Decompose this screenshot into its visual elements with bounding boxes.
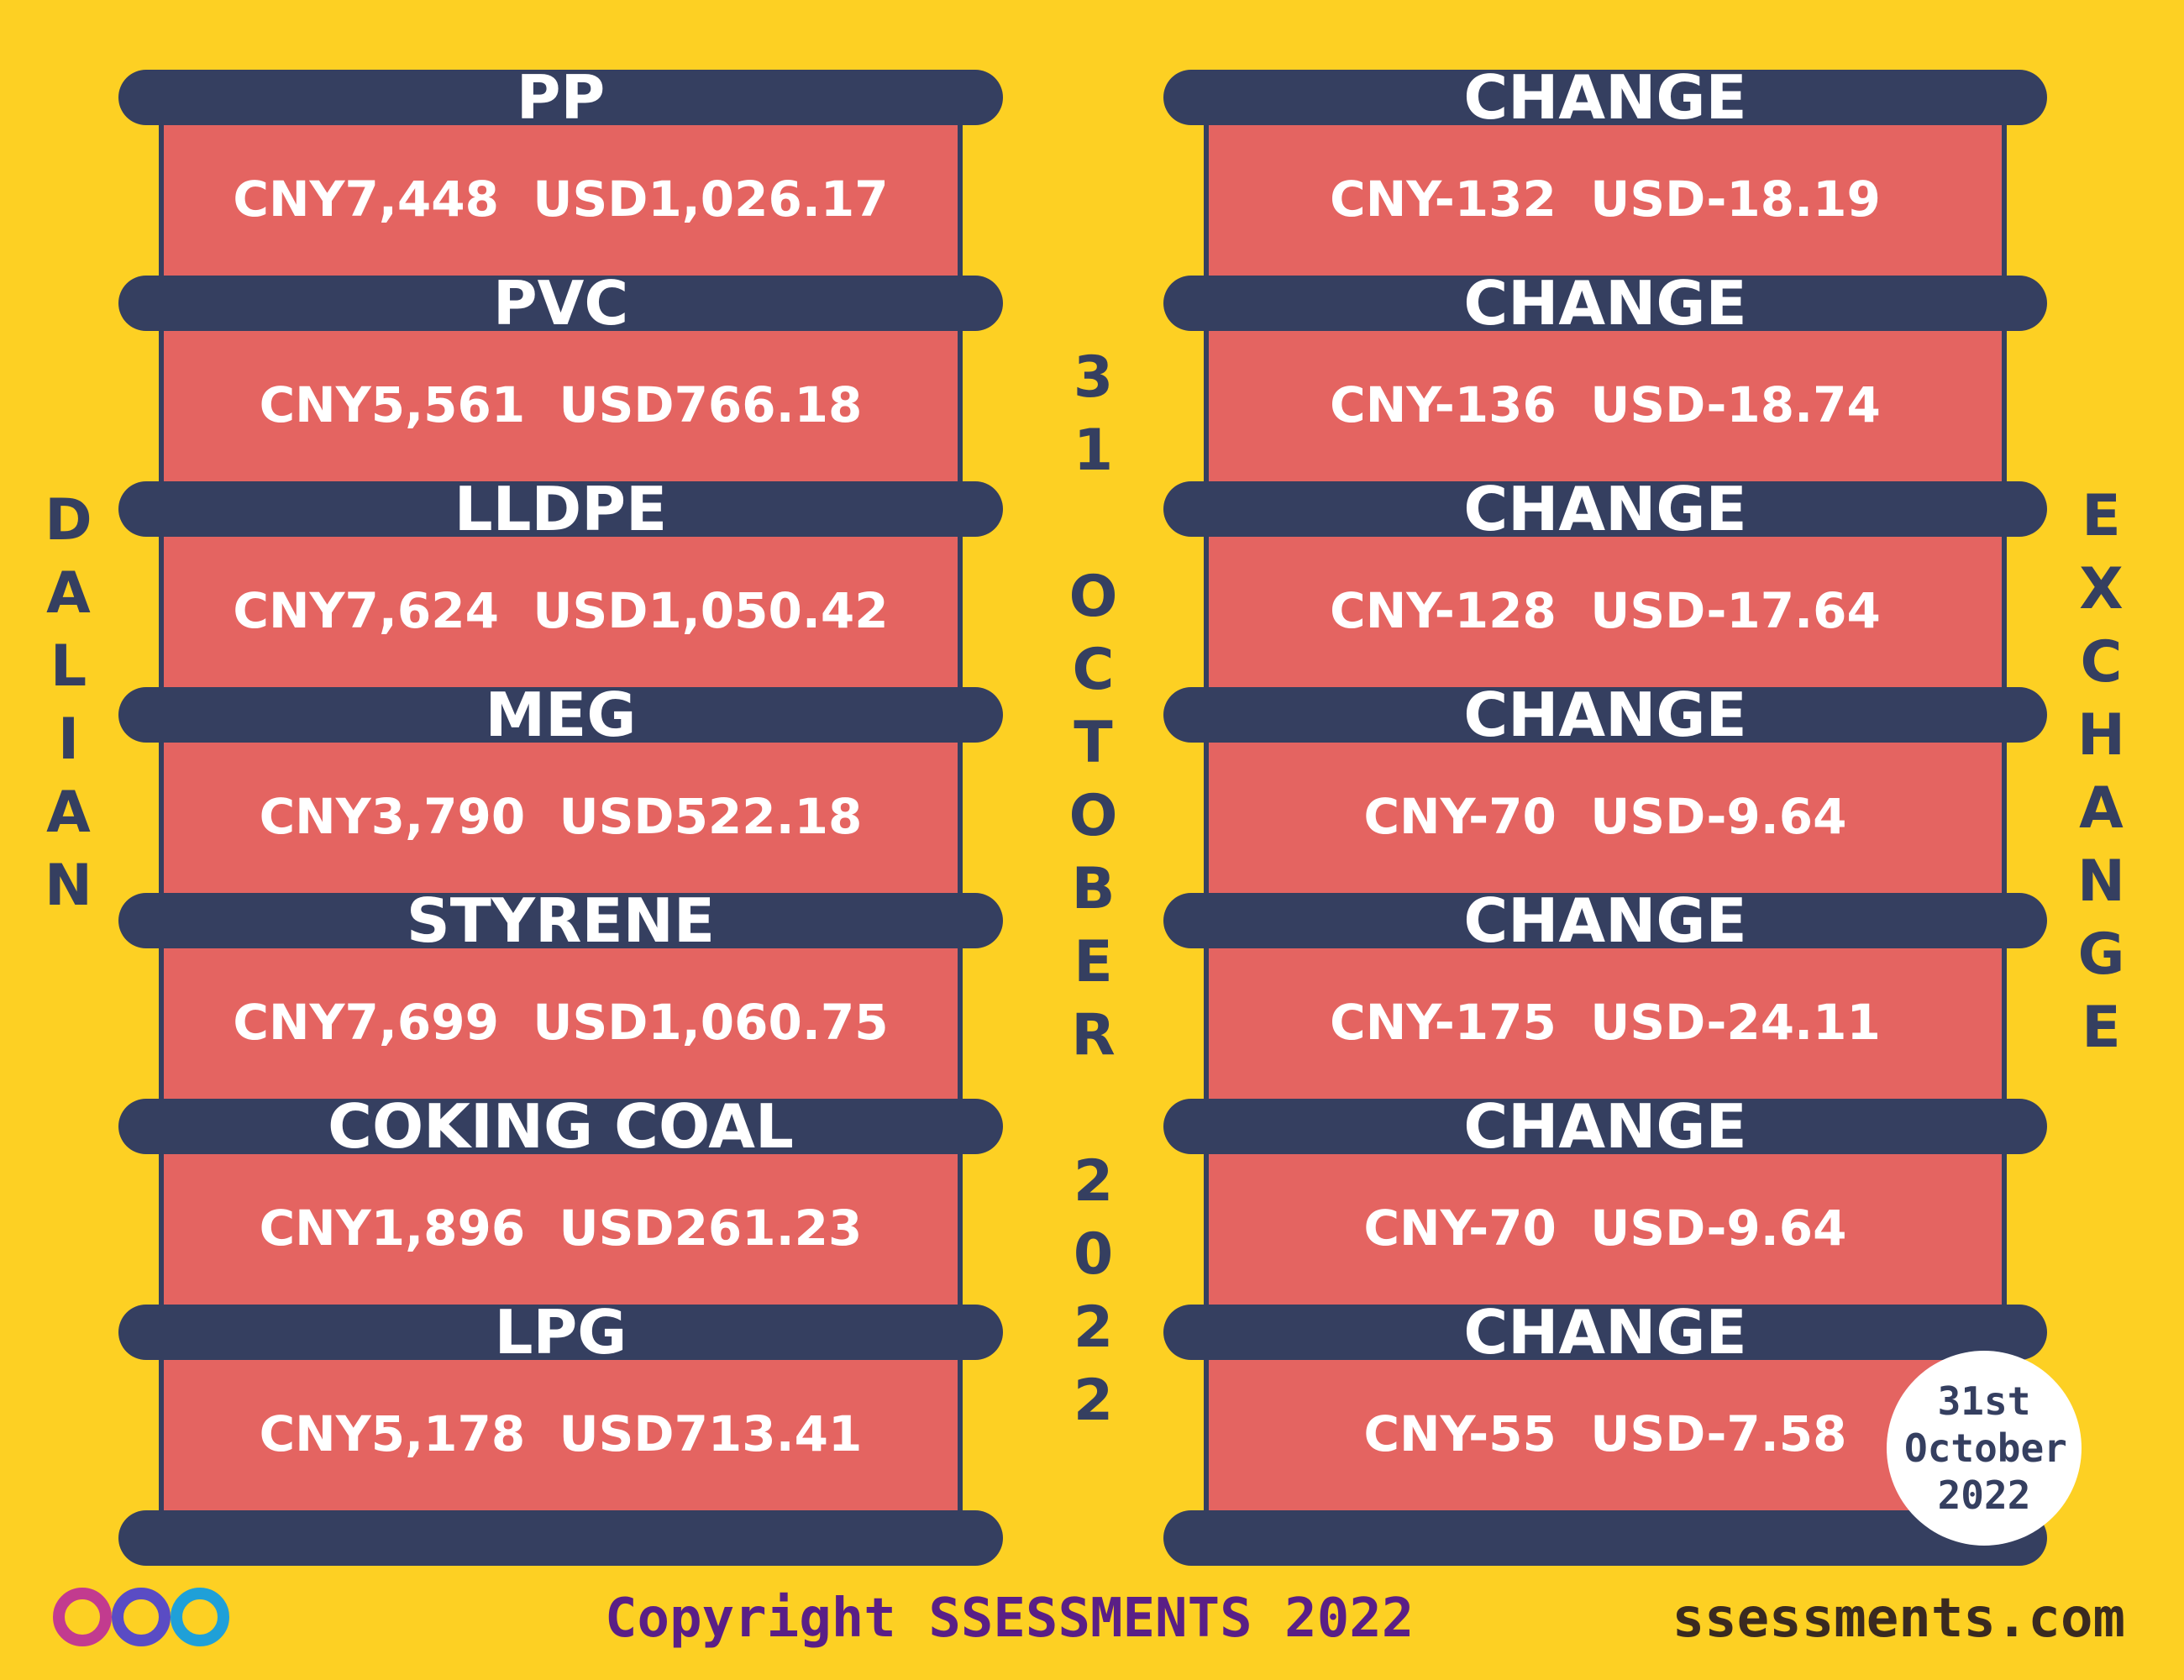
- change-label: CHANGE: [1163, 67, 2047, 128]
- change-value: CNY-55 USD-7.58: [1204, 1352, 2007, 1515]
- website: ssessments.com: [1672, 1588, 2125, 1650]
- product-value: CNY5,561 USD766.18: [159, 323, 963, 486]
- change-label: CHANGE: [1163, 890, 2047, 951]
- product-label: LPG: [118, 1302, 1003, 1362]
- product-value: CNY7,699 USD1,060.75: [159, 940, 963, 1104]
- product-value: CNY1,896 USD261.23: [159, 1146, 963, 1310]
- change-value: CNY-70 USD-9.64: [1204, 1146, 2007, 1310]
- logo-ring: [171, 1588, 229, 1646]
- product-label: PP: [118, 67, 1003, 128]
- bottom-bar: [1163, 1510, 2047, 1566]
- logo-ring: [112, 1588, 171, 1646]
- date-vertical: 31 OCTOBER 2022: [1060, 344, 1126, 1441]
- change-value: CNY-128 USD-17.64: [1204, 528, 2007, 692]
- product-value: CNY3,790 USD522.18: [159, 734, 963, 898]
- product-value: CNY5,178 USD713.41: [159, 1352, 963, 1515]
- product-label: MEG: [118, 685, 1003, 745]
- logo-ring: [53, 1588, 112, 1646]
- change-label: CHANGE: [1163, 479, 2047, 539]
- date-badge: 31st October 2022: [1887, 1351, 2082, 1546]
- copyright: Copyright SSESSMENTS 2022: [605, 1588, 1415, 1650]
- product-value: CNY7,448 USD1,026.17: [159, 117, 963, 281]
- change-value: CNY-70 USD-9.64: [1204, 734, 2007, 898]
- change-value: CNY-136 USD-18.74: [1204, 323, 2007, 486]
- product-label: LLDPE: [118, 479, 1003, 539]
- change-label: CHANGE: [1163, 1096, 2047, 1157]
- change-value: CNY-132 USD-18.19: [1204, 117, 2007, 281]
- change-label: CHANGE: [1163, 685, 2047, 745]
- logo: [53, 1588, 229, 1646]
- product-label: PVC: [118, 273, 1003, 333]
- badge-text: 31st October 2022: [1904, 1378, 2067, 1518]
- exchange-name-right: EXCHANGE: [2068, 483, 2134, 1068]
- exchange-name-left: DALIAN: [35, 487, 102, 926]
- product-value: CNY7,624 USD1,050.42: [159, 528, 963, 692]
- product-label: STYRENE: [118, 890, 1003, 951]
- change-label: CHANGE: [1163, 1302, 2047, 1362]
- product-label: COKING COAL: [118, 1096, 1003, 1157]
- change-label: CHANGE: [1163, 273, 2047, 333]
- bottom-bar: [118, 1510, 1003, 1566]
- change-value: CNY-175 USD-24.11: [1204, 940, 2007, 1104]
